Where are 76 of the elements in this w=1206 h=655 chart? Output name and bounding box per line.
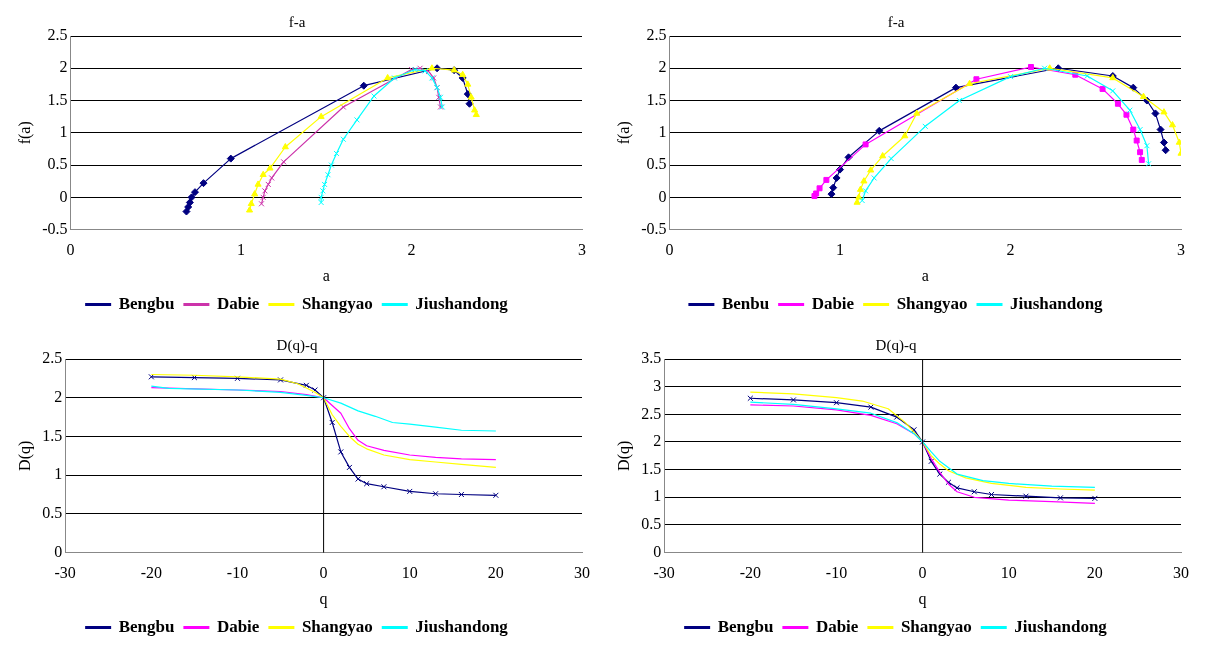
x-tick-label: 3 xyxy=(1177,241,1185,259)
y-tick-label: 1 xyxy=(54,465,63,483)
x-axis-title: a xyxy=(322,266,330,284)
x-tick-label: 10 xyxy=(401,564,418,582)
y-tick-label: 0 xyxy=(54,542,63,560)
chart-title: D(q)-q xyxy=(875,336,917,354)
x-tick-label: 30 xyxy=(1173,564,1189,582)
x-tick-label: -30 xyxy=(653,564,675,582)
x-tick-label: 20 xyxy=(1086,564,1103,582)
y-tick-label: 1.5 xyxy=(641,459,662,477)
legend-label: Shangyao xyxy=(301,616,373,636)
y-tick-label: 1.5 xyxy=(42,426,63,444)
legend-label: Dabie xyxy=(216,293,260,313)
x-tick-label: 0 xyxy=(319,564,328,582)
y-tick-label: 0.5 xyxy=(47,155,68,173)
y-tick-label: 2 xyxy=(658,58,667,76)
y-axis-title: D(q) xyxy=(614,440,633,471)
x-tick-label: 30 xyxy=(574,564,590,582)
legend-label: Bengbu xyxy=(118,616,175,636)
x-tick-label: 3 xyxy=(578,241,586,259)
x-axis-title: q xyxy=(918,589,927,608)
y-tick-label: -0.5 xyxy=(641,219,667,237)
chart-title: f-a xyxy=(887,13,905,30)
y-tick-label: 2.5 xyxy=(641,404,662,422)
y-tick-label: 2.5 xyxy=(42,349,63,367)
y-tick-label: 0 xyxy=(59,187,68,205)
y-axis-title: D(q) xyxy=(15,440,34,471)
legend-label: Jiushandong xyxy=(415,616,509,636)
legend-label: Shangyao xyxy=(900,616,972,636)
x-tick-label: -20 xyxy=(140,564,162,582)
legend-label: Shangyao xyxy=(896,293,968,313)
x-tick-label: -30 xyxy=(54,564,76,582)
x-tick-label: 1 xyxy=(237,241,246,259)
y-tick-label: 1.5 xyxy=(646,90,667,108)
y-axis-title: f(a) xyxy=(15,121,34,145)
legend-label: Benbu xyxy=(721,293,770,313)
legend-label: Shangyao xyxy=(301,293,373,313)
y-tick-label: 0.5 xyxy=(646,155,667,173)
chart-title: D(q)-q xyxy=(276,336,318,354)
y-tick-label: 0 xyxy=(658,187,667,205)
x-tick-label: -10 xyxy=(226,564,249,582)
x-tick-label: 2 xyxy=(407,241,416,259)
y-tick-label: 1 xyxy=(658,123,667,140)
chart-title: f-a xyxy=(288,13,306,30)
x-tick-label: 0 xyxy=(918,564,927,582)
legend-label: Jiushandong xyxy=(1014,616,1108,636)
x-tick-label: 1 xyxy=(836,241,845,259)
legend-label: Dabie xyxy=(216,616,260,636)
x-axis-title: q xyxy=(319,589,328,608)
y-tick-label: 1.5 xyxy=(47,90,68,108)
y-tick-label: 0.5 xyxy=(42,504,63,522)
y-axis-title: f(a) xyxy=(614,121,633,145)
y-tick-label: 3 xyxy=(653,376,662,394)
y-tick-label: 1 xyxy=(59,123,68,140)
legend-label: Bengbu xyxy=(118,293,175,313)
y-tick-label: 2.5 xyxy=(646,26,667,44)
legend-label: Bengbu xyxy=(717,616,774,636)
x-tick-label: 2 xyxy=(1006,241,1015,259)
y-tick-label: 2 xyxy=(54,387,63,405)
y-tick-label: 2.5 xyxy=(47,26,68,44)
x-tick-label: -10 xyxy=(825,564,848,582)
x-tick-label: 10 xyxy=(1000,564,1017,582)
legend-label: Jiushandong xyxy=(1010,293,1104,313)
y-tick-label: 2 xyxy=(653,432,662,450)
y-tick-label: 3.5 xyxy=(641,349,662,367)
y-tick-label: 0.5 xyxy=(641,515,662,533)
y-tick-label: 1 xyxy=(653,487,662,505)
legend-label: Dabie xyxy=(815,616,859,636)
legend-label: Dabie xyxy=(811,293,855,313)
y-tick-label: 2 xyxy=(59,58,68,76)
x-tick-label: -20 xyxy=(739,564,761,582)
x-tick-label: 20 xyxy=(487,564,504,582)
y-tick-label: 0 xyxy=(653,542,662,560)
x-axis-title: a xyxy=(921,266,929,284)
legend-label: Jiushandong xyxy=(415,293,509,313)
y-tick-label: -0.5 xyxy=(42,219,68,237)
